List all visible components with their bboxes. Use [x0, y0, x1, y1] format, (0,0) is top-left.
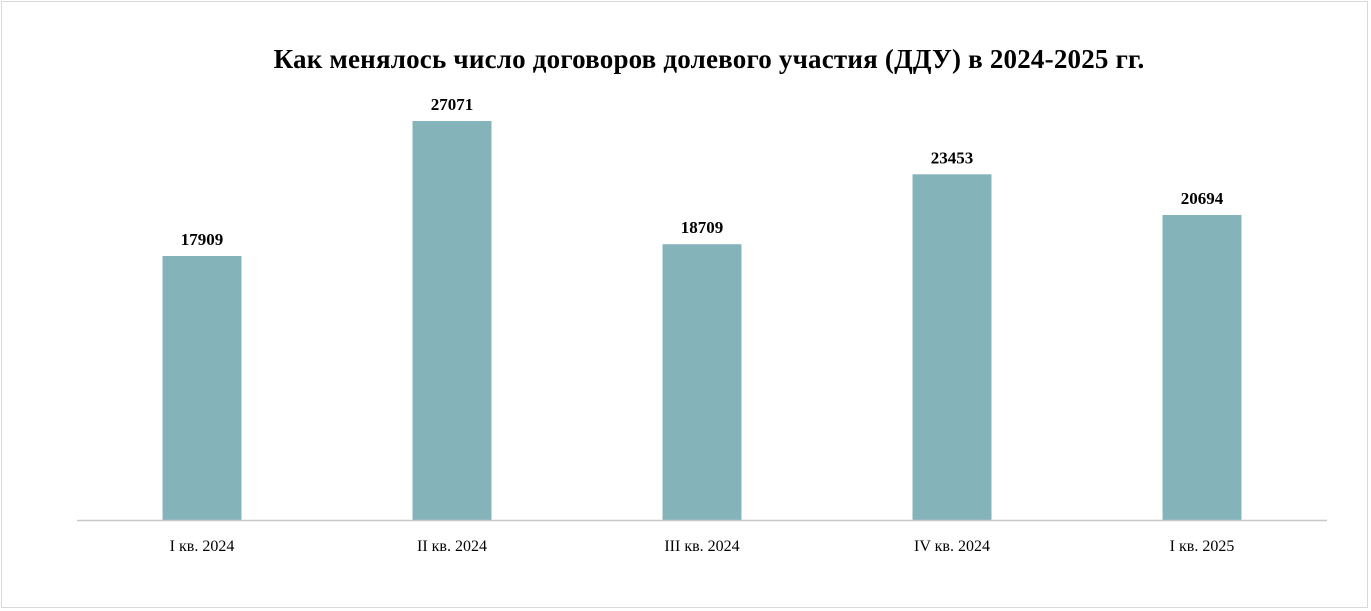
x-tick-label-5: I кв. 2025 — [1170, 538, 1235, 555]
x-tick-label-4: IV кв. 2024 — [914, 538, 990, 555]
chart-title: Как менялось число договоров долевого уч… — [273, 44, 1145, 74]
data-label-4: 23453 — [931, 148, 974, 167]
x-tick-label-1: I кв. 2024 — [170, 538, 235, 555]
data-label-2: 27071 — [431, 95, 474, 114]
bars-group — [162, 121, 1242, 521]
data-label-1: 17909 — [181, 230, 224, 249]
bar-1 — [162, 256, 242, 520]
x-tick-label-3: III кв. 2024 — [664, 538, 739, 555]
bar-3 — [662, 244, 742, 520]
x-tick-labels-group: I кв. 2024 II кв. 2024 III кв. 2024 IV кв. … — [170, 538, 1235, 555]
bar-5 — [1162, 215, 1242, 520]
bar-2 — [412, 121, 492, 520]
data-labels-group: 17909 27071 18709 23453 20694 — [181, 95, 1224, 249]
data-label-5: 20694 — [1181, 189, 1224, 208]
data-label-3: 18709 — [681, 218, 724, 237]
bar-4 — [912, 174, 992, 521]
x-tick-label-2: II кв. 2024 — [417, 538, 487, 555]
